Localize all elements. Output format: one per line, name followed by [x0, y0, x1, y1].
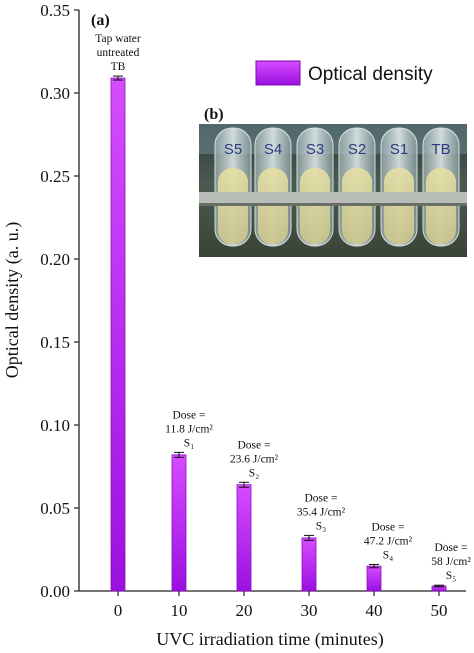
bar-annotation-line: Dose = — [435, 542, 468, 554]
panel-b-label: (b) — [204, 106, 224, 123]
bar — [366, 565, 382, 592]
y-axis-title: Optical density (a. u.) — [2, 222, 23, 378]
bar-annotation-line: untreated — [97, 47, 140, 59]
bar-annotation-line: S₁ — [184, 437, 194, 449]
bar — [301, 537, 317, 592]
legend-label: Optical density — [308, 64, 433, 85]
y-tick-label: 0.05 — [40, 499, 70, 518]
tube-label: S1 — [390, 141, 408, 158]
bar-annotation-line: Tap water — [95, 33, 141, 45]
tube-label: S2 — [348, 141, 366, 158]
y-axis-ticks: 0.00 0.05 0.10 0.15 0.20 0.25 0.30 0.35 — [40, 1, 79, 601]
x-tick-label: 50 — [431, 601, 448, 620]
bar-annotations: Tap water untreated TB Dose = 11.8 J/cm² S₁ Do… — [95, 33, 471, 582]
y-tick-label: 0.25 — [40, 167, 70, 186]
x-tick-label: 40 — [366, 601, 383, 620]
bar-annotation-line: Dose = — [305, 492, 338, 504]
bar-annotation-line: Dose = — [372, 521, 405, 533]
tube-label: S4 — [264, 141, 282, 158]
y-tick-label: 0.30 — [40, 84, 70, 103]
bar — [236, 484, 252, 592]
bar — [171, 454, 187, 592]
bar-annotation-line: S₄ — [383, 549, 393, 561]
legend: Optical density — [255, 60, 433, 86]
x-tick-label: 10 — [171, 601, 188, 620]
bar-annotation-line: Dose = — [238, 439, 271, 451]
y-tick-label: 0.00 — [40, 582, 70, 601]
panel-a-label: (a) — [91, 12, 110, 29]
x-axis-ticks: 0 10 20 30 40 50 — [114, 591, 448, 620]
bar-annotation-line: 47.2 J/cm² — [364, 535, 413, 547]
x-tick-label: 20 — [236, 601, 253, 620]
y-tick-label: 0.10 — [40, 416, 70, 435]
x-axis-title: UVC irradiation time (minutes) — [156, 629, 383, 650]
bar-annotation-line: S₅ — [446, 570, 456, 582]
y-tick-label: 0.35 — [40, 1, 70, 20]
bar-annotation-line: Dose = — [173, 409, 206, 421]
tube-label: S5 — [224, 141, 242, 158]
inset-photo: S5 S4 S3 S2 S1 TB (b) — [199, 106, 467, 257]
bar-annotation-line: 58 J/cm² — [431, 556, 471, 568]
legend-swatch — [255, 60, 301, 86]
bar — [110, 77, 126, 592]
plot-area — [78, 10, 466, 592]
bar-annotation-line: 35.4 J/cm² — [297, 506, 346, 518]
bar-annotation-line: 11.8 J/cm² — [165, 423, 213, 435]
bar-series — [110, 75, 447, 592]
tube-rack-bar-shadow — [199, 203, 467, 206]
x-tick-label: 0 — [114, 601, 123, 620]
bar-annotation-line: TB — [111, 61, 126, 73]
bar-annotation-line: 23.6 J/cm² — [230, 453, 279, 465]
tube-rack-bar — [199, 192, 467, 203]
y-tick-label: 0.15 — [40, 333, 70, 352]
tube-label: TB — [431, 141, 450, 158]
test-tubes: S5 S4 S3 S2 S1 TB — [214, 127, 460, 247]
bar-annotation-line: S₃ — [316, 520, 326, 532]
x-tick-label: 30 — [301, 601, 318, 620]
tube-label: S3 — [306, 141, 324, 158]
y-tick-label: 0.20 — [40, 250, 70, 269]
bar-annotation-line: S₂ — [249, 467, 259, 479]
